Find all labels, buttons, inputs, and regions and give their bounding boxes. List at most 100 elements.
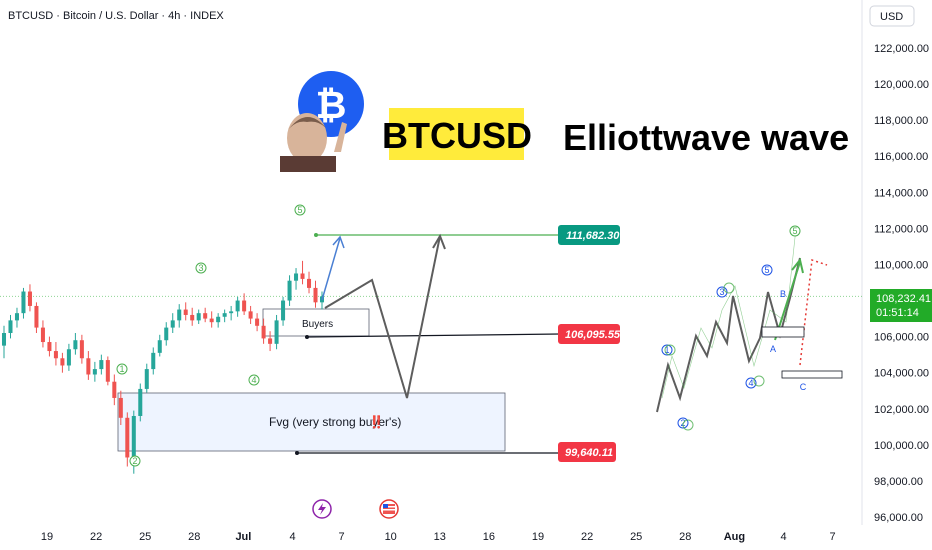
svg-text:2: 2	[132, 456, 137, 466]
candle-body	[79, 340, 84, 359]
candle-body	[190, 314, 195, 321]
candle-body	[157, 340, 162, 353]
arrow-head-icon	[332, 235, 345, 249]
price-axis[interactable]: 96,000.00 98,000.00 100,000.00 102,000.00 10…	[874, 43, 929, 524]
candle-body	[209, 318, 214, 323]
candle-body	[14, 313, 19, 321]
headline: Elliottwave wave	[563, 117, 849, 158]
candle-body	[268, 338, 273, 344]
candle-body	[203, 313, 208, 319]
time-tick-label: 19	[41, 531, 53, 543]
candle-body	[242, 300, 247, 312]
candle-body	[281, 300, 286, 321]
candle-body	[170, 320, 175, 328]
svg-text:5: 5	[792, 226, 797, 236]
price-tick-label: 110,000.00	[874, 259, 928, 271]
candle-body	[34, 305, 39, 328]
candle-body	[229, 311, 234, 314]
candle-body	[287, 280, 292, 301]
elliott-wave-diagram: A B C 1 2 3 4 5 5	[656, 225, 843, 431]
svg-text:BTCUSD: BTCUSD	[382, 115, 532, 156]
svg-text:5: 5	[297, 205, 302, 215]
time-tick-label: 7	[830, 531, 836, 543]
svg-text:5: 5	[764, 265, 769, 275]
price-tick-label: 116,000.00	[874, 151, 928, 163]
time-tick-label: 25	[630, 531, 642, 543]
candle-body	[294, 273, 299, 281]
svg-text:4: 4	[748, 378, 753, 388]
candle-body	[255, 318, 260, 326]
candle-body	[300, 273, 305, 279]
time-tick-label: 10	[385, 531, 397, 543]
time-tick-label: 22	[581, 531, 593, 543]
current-price-label[interactable]: 108,232.41 01:51:14	[870, 289, 932, 322]
level-106095[interactable]: 106,095.55	[305, 324, 621, 344]
lightning-event-icon[interactable]	[312, 499, 332, 519]
wave-label-3: 3	[195, 262, 207, 274]
arrow-head-icon	[432, 233, 446, 250]
time-tick-label: 19	[532, 531, 544, 543]
arrow-head-icon	[791, 257, 804, 274]
time-tick-label: 13	[434, 531, 446, 543]
candle-body	[151, 352, 156, 370]
candle-body	[53, 351, 58, 359]
svg-text:4: 4	[251, 375, 256, 385]
svg-text:1: 1	[119, 364, 124, 374]
price-tick-label: 98,000.00	[874, 476, 923, 488]
time-tick-label: 28	[188, 531, 200, 543]
price-tick-label: 120,000.00	[874, 79, 929, 91]
candle-body	[105, 360, 110, 382]
candle-body	[1, 333, 7, 346]
time-tick-label: 28	[679, 531, 691, 543]
candle-body	[118, 397, 123, 418]
target-price-tag: 111,682.30	[566, 230, 620, 242]
currency-button[interactable]: USD	[869, 5, 915, 27]
wave-label-2: 2	[129, 455, 141, 467]
candle-body	[92, 369, 97, 375]
fvg-zone[interactable]: Fvg (very strong buyer's) ‼️	[117, 392, 506, 452]
svg-text:A: A	[770, 344, 776, 354]
candle-body	[27, 291, 32, 306]
level-99640[interactable]: 99,640.11	[295, 442, 616, 462]
candle-body	[125, 417, 130, 458]
price-tick-label: 102,000.00	[874, 404, 929, 416]
price-tick-label: 100,000.00	[874, 440, 929, 452]
candlestick-series	[1, 260, 325, 474]
wave-label-5: 5	[294, 204, 306, 216]
blue-projection-arrow[interactable]	[321, 237, 341, 301]
buyers-zone[interactable]: Buyers	[262, 308, 370, 337]
svg-text:3: 3	[198, 263, 203, 273]
time-tick-label: Jul	[235, 531, 251, 543]
candle-body	[313, 287, 318, 303]
price-tick-label: 118,000.00	[874, 115, 928, 127]
svg-text:3: 3	[719, 287, 724, 297]
candle-body	[177, 309, 182, 321]
projection-path[interactable]	[324, 235, 441, 399]
time-tick-label: Aug	[724, 531, 745, 543]
symbol-title[interactable]: BTCUSD · Bitcoin / U.S. Dollar · 4h · IN…	[8, 10, 224, 22]
time-tick-label: 4	[289, 531, 295, 543]
price-tick-label: 112,000.00	[874, 223, 928, 235]
svg-text:C: C	[800, 382, 807, 392]
currency-label[interactable]: USD	[880, 11, 903, 23]
candle-body	[86, 358, 91, 375]
candle-body	[307, 278, 312, 288]
level-price-tag: 106,095.55	[565, 329, 621, 341]
candle-body	[131, 415, 136, 458]
us-flag-event-icon[interactable]	[379, 499, 399, 519]
time-tick-label: 4	[780, 531, 786, 543]
time-axis[interactable]: 19 22 25 28 Jul 4 7 10 13 16 19 22 25 28 Aug 4 7	[41, 531, 836, 543]
time-tick-label: 22	[90, 531, 102, 543]
price-tick-label: 106,000.00	[874, 332, 929, 344]
candle-body	[40, 327, 45, 343]
svg-text:B: B	[780, 289, 786, 299]
candle-body	[164, 327, 169, 341]
price-tick-label: 122,000.00	[874, 43, 929, 55]
candle-body	[138, 388, 143, 416]
price-tick-label: 104,000.00	[874, 368, 929, 380]
candle-body	[66, 349, 71, 366]
level-price-tag: 99,640.11	[565, 447, 613, 459]
time-tick-label: 7	[339, 531, 345, 543]
target-level-111682[interactable]: 111,682.30	[314, 225, 620, 245]
